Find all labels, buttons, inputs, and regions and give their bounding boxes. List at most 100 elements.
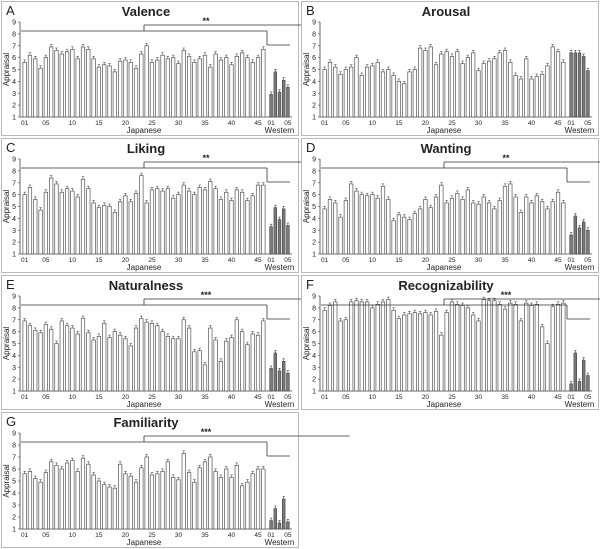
- bar-japanese: [112, 71, 117, 118]
- bar-japanese: [208, 456, 213, 530]
- bar-western: [273, 352, 277, 392]
- bar-japanese: [224, 340, 229, 392]
- bar-japanese: [343, 319, 348, 392]
- bar-japanese: [144, 202, 149, 255]
- bar-japanese: [261, 320, 266, 392]
- x-tick-label-japanese: 01: [21, 257, 29, 264]
- bar-japanese: [412, 69, 417, 118]
- bar-japanese: [391, 75, 396, 118]
- x-axis-label-japanese: Japanese: [427, 400, 462, 409]
- bar-japanese: [133, 481, 139, 530]
- y-tick-label: 6: [312, 55, 316, 62]
- x-tick-label-japanese: 20: [422, 257, 430, 264]
- y-tick-label: 6: [312, 329, 316, 336]
- panel-title: Wanting: [421, 141, 472, 156]
- bar-japanese: [518, 320, 524, 392]
- panel-title: Valence: [122, 4, 170, 19]
- x-tick-label-japanese: 40: [528, 257, 536, 264]
- bar-japanese: [444, 312, 449, 392]
- bar-western: [282, 361, 286, 392]
- y-tick-label: 6: [312, 192, 316, 199]
- bar-japanese: [80, 46, 86, 118]
- bar-japanese: [444, 51, 449, 118]
- bar-japanese: [155, 325, 160, 392]
- bar-japanese: [555, 303, 561, 392]
- bar-japanese: [192, 481, 197, 530]
- bar-japanese: [402, 314, 407, 392]
- bar-japanese: [428, 46, 433, 118]
- x-tick-label-japanese: 15: [395, 394, 403, 401]
- x-tick-label-western: 05: [284, 120, 292, 127]
- x-tick-label-western: 01: [267, 120, 275, 127]
- bar-japanese: [471, 202, 476, 255]
- bar-japanese: [250, 62, 255, 118]
- bar-japanese: [402, 216, 407, 255]
- x-tick-label-japanese: 30: [175, 257, 183, 264]
- bar-japanese: [240, 331, 245, 392]
- bar-japanese: [255, 57, 261, 118]
- x-tick-label-japanese: 05: [42, 394, 50, 401]
- bar-japanese: [439, 53, 444, 118]
- x-tick-label-japanese: 10: [69, 532, 77, 539]
- x-tick-label-japanese: 10: [369, 394, 377, 401]
- bar-japanese: [218, 477, 224, 530]
- x-axis-label-western: Western: [565, 263, 595, 272]
- bar-japanese: [139, 175, 144, 255]
- x-tick-label-western: 05: [584, 394, 592, 401]
- bar-japanese: [64, 462, 70, 530]
- y-tick-label: 8: [312, 31, 316, 38]
- bar-japanese: [433, 196, 439, 255]
- bar-japanese: [43, 191, 48, 255]
- bar-japanese: [112, 212, 117, 255]
- y-tick-label: 2: [312, 377, 316, 384]
- x-tick-label-japanese: 20: [422, 120, 430, 127]
- bar-japanese: [80, 318, 86, 392]
- bar-japanese: [27, 54, 33, 118]
- x-tick-label-japanese: 45: [254, 394, 262, 401]
- y-tick-label: 2: [12, 377, 16, 384]
- bar-japanese: [333, 301, 338, 392]
- x-tick-label-japanese: 35: [501, 394, 509, 401]
- bar-japanese: [155, 59, 160, 118]
- panel-letter: A: [6, 3, 15, 18]
- bar-japanese: [250, 195, 255, 255]
- bar-japanese: [165, 58, 170, 118]
- bar-japanese: [96, 336, 102, 392]
- bar-japanese: [64, 188, 70, 255]
- bar-japanese: [460, 63, 465, 118]
- bar-japanese: [91, 339, 96, 392]
- bar-japanese: [80, 178, 86, 255]
- x-tick-label-japanese: 20: [122, 120, 130, 127]
- bar-japanese: [133, 67, 139, 118]
- bar-japanese: [250, 473, 255, 530]
- bar-japanese: [59, 468, 64, 530]
- bar-japanese: [144, 321, 149, 392]
- bar-japanese: [476, 320, 481, 392]
- y-tick-label: 5: [12, 204, 16, 211]
- bar-japanese: [197, 467, 202, 530]
- bar-japanese: [364, 301, 370, 392]
- bar-japanese: [229, 477, 234, 530]
- bar-western: [573, 52, 577, 118]
- bar-japanese: [412, 312, 417, 392]
- bar-western: [586, 375, 590, 392]
- bar-japanese: [524, 302, 529, 392]
- bar-japanese: [433, 311, 439, 392]
- bar-japanese: [460, 305, 465, 392]
- bar-japanese: [96, 480, 102, 530]
- x-tick-label-japanese: 05: [342, 120, 350, 127]
- bar-japanese: [33, 478, 38, 530]
- bar-japanese: [439, 184, 444, 255]
- bar-japanese: [102, 64, 107, 118]
- bar-japanese: [534, 195, 539, 255]
- bar-japanese: [96, 207, 102, 255]
- x-tick-label-japanese: 01: [321, 394, 329, 401]
- bar-japanese: [492, 300, 497, 392]
- bar-japanese: [497, 52, 502, 118]
- x-axis-label-japanese: Japanese: [427, 263, 462, 272]
- significance-marker: ***: [201, 427, 212, 437]
- bar-japanese: [176, 479, 181, 530]
- bar-japanese: [54, 183, 59, 255]
